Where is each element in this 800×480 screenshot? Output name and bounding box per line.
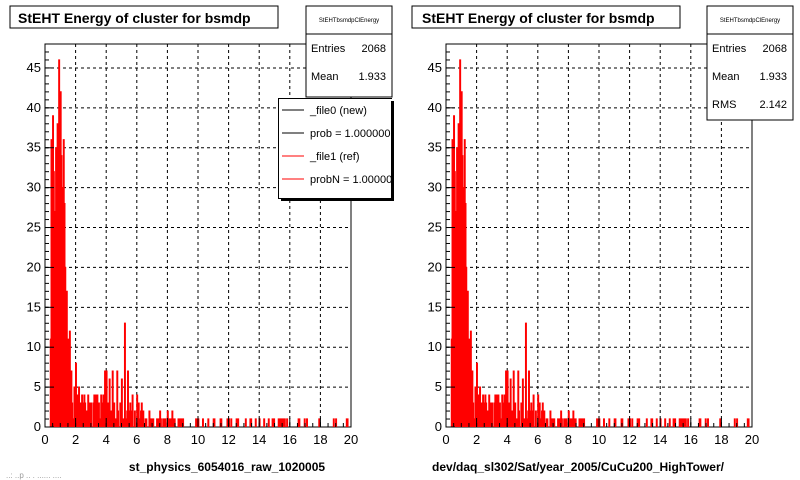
y-tick-label: 15: [27, 299, 41, 314]
y-tick-label: 10: [428, 339, 442, 354]
x-tick-label: 12: [622, 432, 636, 447]
legend-shadow-bottom: [281, 198, 393, 201]
title-box: [411, 5, 681, 29]
chart-title: StEHT Energy of cluster for bsmdp: [18, 10, 251, 26]
legend: _file0 (new) prob = 1.000000 _file1 (ref…: [278, 98, 398, 201]
y-tick-label: 35: [428, 140, 442, 155]
stats-box: StEHTbsmdpClEnergy Entries 2068 Mean 1.9…: [706, 5, 794, 121]
histogram-bars: [49, 59, 349, 427]
y-tick-label: 0: [435, 419, 442, 434]
stats-mean-value: 1.933: [358, 71, 386, 83]
title-box: [9, 5, 279, 29]
x-tick-label: 16: [283, 432, 297, 447]
right-chart-panel: StEHT Energy of cluster for bsmdp 0 2 4 6 8 1…: [411, 5, 794, 474]
y-tick-label: 40: [428, 100, 442, 115]
x-tick-label: 6: [534, 432, 541, 447]
x-tick-label: 14: [653, 432, 667, 447]
grid-lines: [45, 44, 351, 427]
stats-header: StEHTbsmdpClEnergy: [319, 18, 379, 24]
x-tick-label: 4: [504, 432, 511, 447]
y-tick-label: 40: [27, 100, 41, 115]
x-tick-label: 12: [221, 432, 235, 447]
x-tick-label: 2: [72, 432, 79, 447]
legend-label-3: probN = 1.000000: [310, 174, 398, 186]
stats-mean-label: Mean: [311, 71, 339, 83]
y-tick-label: 5: [435, 379, 442, 394]
y-tick-label: 30: [27, 180, 41, 195]
y-tick-label: 45: [428, 60, 442, 75]
y-tick-label: 30: [428, 180, 442, 195]
stats-rms-value: 2.142: [759, 99, 787, 111]
histogram-series: [49, 59, 349, 427]
y-tick-label: 15: [428, 299, 442, 314]
x-tick-label: 18: [313, 432, 327, 447]
legend-label-2: _file1 (ref): [309, 151, 360, 163]
y-tick-label: 45: [27, 60, 41, 75]
stats-mean-value: 1.933: [759, 71, 787, 83]
stats-entries-label: Entries: [712, 43, 747, 55]
y-tick-label: 35: [27, 140, 41, 155]
stats-entries-label: Entries: [311, 43, 346, 55]
x-tick-label: 0: [442, 432, 449, 447]
x-tick-label: 2: [473, 432, 480, 447]
x-tick-label: 20: [745, 432, 759, 447]
y-tick-label: 25: [428, 220, 442, 235]
x-tick-label: 20: [344, 432, 358, 447]
x-tick-label: 10: [592, 432, 606, 447]
x-axis-label: dev/daq_sl302/Sat/year_2005/CuCu200_High…: [432, 460, 725, 474]
stats-rms-label: RMS: [712, 99, 736, 111]
left-chart-panel: StEHT Energy of cluster for bsmdp 0 2 4 6 8 1…: [9, 5, 398, 474]
x-tick-label: 8: [164, 432, 171, 447]
x-tick-label: 14: [252, 432, 266, 447]
axis-ticks: 0 2 4 6 8 10 12 14 16 18 20 0 5 10 15 20 25 30 35 40 45: [27, 43, 358, 447]
x-tick-label: 16: [684, 432, 698, 447]
y-tick-label: 20: [428, 259, 442, 274]
chart-title: StEHT Energy of cluster for bsmdp: [422, 10, 655, 26]
stats-header: StEHTbsmdpClEnergy: [720, 18, 780, 24]
stats-mean-label: Mean: [712, 71, 740, 83]
histogram-bars: [450, 59, 750, 427]
y-tick-label: 20: [27, 259, 41, 274]
y-tick-label: 5: [34, 379, 41, 394]
stats-entries-value: 2068: [362, 43, 386, 55]
stats-box: StEHTbsmdpClEnergy Entries 2068 Mean 1.9…: [305, 5, 393, 98]
x-axis-label: st_physics_6054016_raw_1020005: [129, 460, 325, 474]
legend-label-0: _file0 (new): [309, 105, 367, 117]
footer-fragment: ..: ..p .. . ...... ....: [6, 471, 62, 480]
y-tick-label: 25: [27, 220, 41, 235]
x-tick-label: 6: [133, 432, 140, 447]
y-tick-label: 0: [34, 419, 41, 434]
x-tick-label: 18: [714, 432, 728, 447]
legend-label-1: prob = 1.000000: [310, 128, 390, 140]
y-tick-label: 10: [27, 339, 41, 354]
x-tick-label: 4: [103, 432, 110, 447]
stats-entries-value: 2068: [763, 43, 787, 55]
legend-shadow: [391, 101, 394, 201]
histogram-series: [450, 59, 750, 427]
axis-ticks: 0 2 4 6 8 10 12 14 16 18 20 0 5 10 15 20 25 30 35 40 45: [428, 43, 759, 447]
x-tick-label: 10: [191, 432, 205, 447]
x-tick-label: 8: [565, 432, 572, 447]
x-tick-label: 0: [41, 432, 48, 447]
